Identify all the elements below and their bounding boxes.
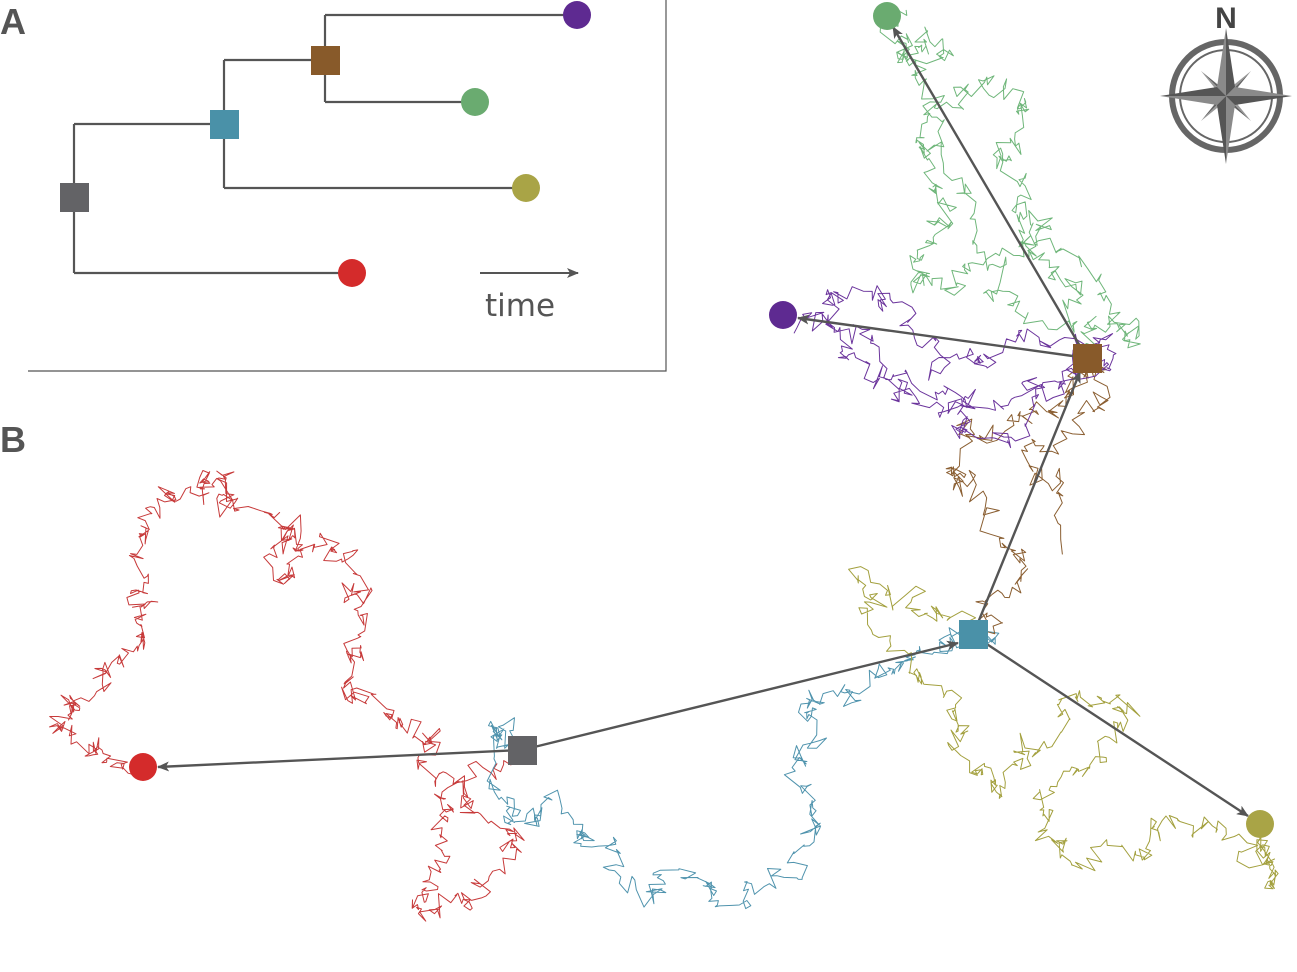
walk-brown bbox=[945, 360, 1111, 637]
compass-rose-icon bbox=[1160, 28, 1292, 164]
panel-b-label: B bbox=[0, 419, 26, 460]
location-tip-olive bbox=[1246, 810, 1274, 838]
arrow-root-to-blue bbox=[521, 640, 959, 752]
walk-red bbox=[49, 470, 537, 922]
panel-a-frame bbox=[28, 0, 667, 372]
arrow-blue-to-brown bbox=[971, 371, 1082, 636]
arrow-blue-to-olive bbox=[972, 633, 1249, 818]
tree-tip-olive bbox=[512, 174, 540, 202]
branch-brown bbox=[323, 13, 577, 104]
panel-a-label: A bbox=[0, 1, 26, 42]
location-tip-green bbox=[873, 2, 901, 30]
panel-b: B bbox=[0, 2, 1279, 922]
branch-blue bbox=[222, 58, 526, 190]
location-blue-square bbox=[959, 620, 988, 649]
walk-blue bbox=[486, 620, 1000, 910]
location-tip-purple bbox=[769, 301, 797, 329]
time-label: time bbox=[485, 288, 555, 324]
walk-purple bbox=[793, 285, 1117, 449]
location-tip-red bbox=[129, 753, 157, 781]
tree-tip-purple bbox=[563, 1, 591, 29]
panel-a: A time bbox=[0, 0, 667, 372]
compass-north-label: N bbox=[1215, 2, 1237, 35]
arrow-root-to-red bbox=[157, 748, 523, 772]
branch-root bbox=[72, 122, 352, 275]
walk-olive bbox=[848, 566, 1279, 890]
walk-green bbox=[879, 9, 1141, 359]
tree-node-blue-square bbox=[210, 110, 239, 139]
tree-node-root-square bbox=[60, 183, 89, 212]
arrow-brown-to-purple bbox=[797, 314, 1088, 360]
tree-node-brown-square bbox=[311, 46, 340, 75]
location-root-square bbox=[508, 736, 537, 765]
compass: N bbox=[1160, 2, 1292, 164]
tree-tip-red bbox=[338, 259, 366, 287]
tree-tip-green bbox=[461, 88, 489, 116]
migration-arrows bbox=[157, 26, 1249, 818]
location-brown-square bbox=[1073, 344, 1102, 373]
random-walk-trails bbox=[49, 9, 1279, 922]
arrow-brown-to-green bbox=[891, 26, 1089, 359]
phylogenetic-tree bbox=[72, 13, 577, 275]
